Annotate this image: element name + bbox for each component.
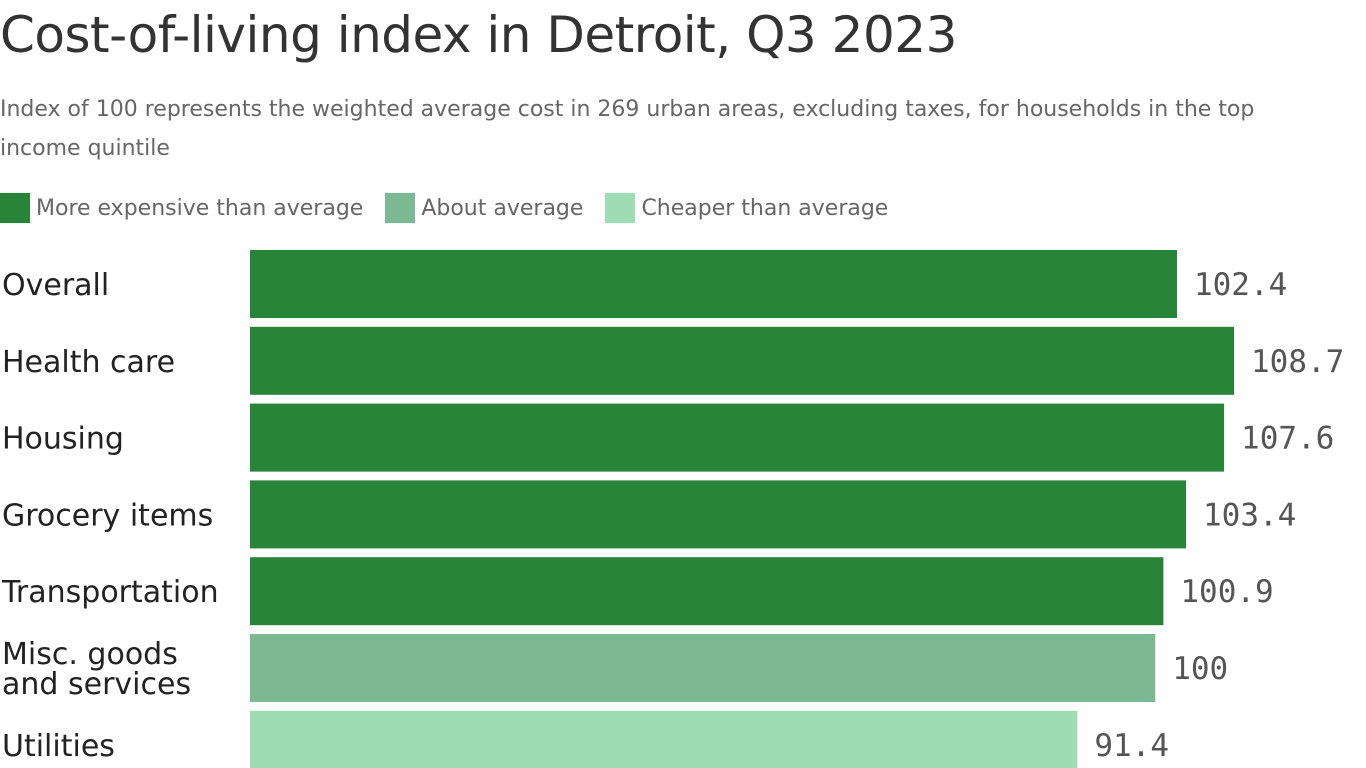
value-label: 102.4 — [1194, 267, 1287, 303]
bar — [250, 250, 1177, 318]
legend-swatch-about-average — [385, 193, 416, 223]
category-label: Utilities — [2, 729, 115, 764]
value-label: 100.9 — [1180, 574, 1273, 610]
legend: More expensive than average About averag… — [0, 193, 910, 223]
legend-item-about-average: About average — [385, 193, 583, 223]
chart-subtitle: Index of 100 represents the weighted ave… — [0, 97, 1255, 161]
category-label: Housing — [2, 422, 124, 457]
value-label: 107.6 — [1241, 421, 1334, 457]
value-label: 91.4 — [1094, 728, 1169, 764]
bar — [250, 634, 1156, 702]
value-label: 108.7 — [1251, 344, 1344, 380]
category-label: Health care — [2, 345, 175, 380]
legend-swatch-cheaper — [605, 193, 636, 223]
legend-label-more-expensive: More expensive than average — [36, 195, 364, 221]
value-label: 103.4 — [1203, 497, 1296, 533]
category-label: Grocery items — [2, 498, 213, 533]
legend-label-about-average: About average — [421, 195, 584, 221]
category-label: Misc. goods and services — [2, 637, 191, 702]
category-label: Overall — [2, 268, 109, 303]
bar — [250, 710, 1078, 768]
legend-swatch-more-expensive — [0, 193, 30, 223]
bar — [250, 480, 1187, 549]
legend-item-more-expensive: More expensive than average — [0, 193, 363, 223]
legend-item-cheaper: Cheaper than average — [605, 193, 888, 223]
bar — [250, 403, 1225, 472]
bar — [250, 326, 1234, 395]
legend-label-cheaper: Cheaper than average — [641, 195, 889, 221]
category-label: Transportation — [1, 575, 219, 610]
chart-title: Cost-of-living index in Detroit, Q3 2023 — [0, 6, 957, 64]
value-label: 100 — [1172, 651, 1228, 687]
bar — [250, 557, 1164, 626]
